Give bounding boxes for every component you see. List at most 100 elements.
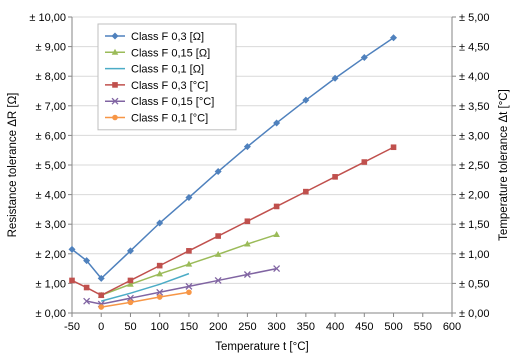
x-tick-label: 50 xyxy=(124,321,136,333)
y-left-tick-label: ± 3,00 xyxy=(35,219,66,231)
y-right-tick-label: ± 4,00 xyxy=(459,71,490,83)
data-point xyxy=(273,265,281,273)
x-tick-label: 500 xyxy=(384,321,402,333)
y-right-tick-label: ± 0,00 xyxy=(459,308,490,320)
data-point-stroke xyxy=(83,297,91,305)
data-point xyxy=(69,277,75,284)
x-axis-title: Temperature t [°C] xyxy=(215,341,308,353)
series-line xyxy=(71,146,394,297)
data-point xyxy=(83,284,90,291)
legend-item: Class F 0,1 [Ω] xyxy=(105,64,204,76)
data-point xyxy=(331,74,339,82)
data-point-stroke xyxy=(156,288,164,296)
data-point xyxy=(98,292,105,299)
data-point xyxy=(185,260,193,267)
y-right-tick-label: ± 0,50 xyxy=(459,278,490,290)
y-left-tick-label: ± 8,00 xyxy=(35,71,66,83)
series-5 xyxy=(83,265,281,308)
data-point xyxy=(112,114,118,121)
data-point-stroke xyxy=(214,276,222,284)
y-left-tick-label: ± 1,00 xyxy=(35,278,66,290)
data-point xyxy=(390,144,397,151)
series-2 xyxy=(97,231,280,298)
data-point xyxy=(244,240,251,247)
legend-label: Class F 0,15 [Ω] xyxy=(131,47,210,59)
y-left-tick-label: ± 2,00 xyxy=(35,249,66,261)
x-tick-label: 450 xyxy=(355,321,373,333)
data-point xyxy=(361,159,368,165)
legend-label: Class F 0,1 [Ω] xyxy=(131,64,204,76)
series-4 xyxy=(69,144,397,299)
y-right-tick-label: ± 5,00 xyxy=(459,12,490,24)
x-tick-label: 200 xyxy=(209,321,227,333)
data-point xyxy=(156,270,163,277)
legend-item: Class F 0,3 [Ω] xyxy=(105,31,204,43)
y-left-tick-label: ± 10,00 xyxy=(29,12,66,24)
y-right-tick-label: ± 2,50 xyxy=(459,160,490,172)
y-left-tick-label: ± 9,00 xyxy=(35,42,66,54)
data-point xyxy=(127,280,134,287)
data-point xyxy=(214,250,222,257)
data-point xyxy=(186,289,192,296)
legend-label: Class F 0,3 [Ω] xyxy=(131,31,204,43)
x-tick-label: 350 xyxy=(297,321,315,333)
x-tick-label: 400 xyxy=(326,321,344,333)
data-point xyxy=(273,119,281,127)
data-point xyxy=(112,82,118,88)
data-point xyxy=(156,219,164,227)
legend-label: Class F 0,3 [°C] xyxy=(131,80,208,92)
x-tick-label: 0 xyxy=(98,321,104,333)
y-left-tick-label: ± 5,00 xyxy=(35,160,66,172)
data-point xyxy=(111,48,119,55)
x-tick-label: 550 xyxy=(414,321,432,333)
data-point xyxy=(186,248,192,254)
y-left-tick-label: ± 6,00 xyxy=(35,130,66,142)
x-tick-label: 100 xyxy=(151,321,169,333)
data-point-stroke xyxy=(127,294,134,302)
data-point xyxy=(302,96,310,104)
data-point-stroke xyxy=(111,97,119,105)
legend-item: Class F 0,3 [°C] xyxy=(105,80,208,92)
data-point xyxy=(214,276,222,284)
x-tick-label: -50 xyxy=(64,321,80,333)
series-3 xyxy=(101,272,190,302)
y-right-tick-label: ± 3,00 xyxy=(459,130,490,142)
data-point xyxy=(127,277,134,284)
series-group xyxy=(68,34,398,310)
data-point xyxy=(185,194,193,202)
legend-item: Class F 0,1 [°C] xyxy=(105,113,208,125)
data-point xyxy=(273,231,280,238)
data-point xyxy=(273,203,280,210)
axes xyxy=(68,16,456,317)
y-left-tick-label: ± 0,00 xyxy=(35,308,66,320)
data-point xyxy=(360,54,368,62)
y-right-tick-label: ± 1,50 xyxy=(459,219,490,231)
legend-item: Class F 0,15 [Ω] xyxy=(105,47,210,59)
data-point xyxy=(214,168,222,176)
data-point-stroke xyxy=(273,265,281,273)
data-point xyxy=(111,32,119,40)
data-point-stroke xyxy=(185,282,193,290)
y-axis-right-title: Temperature tolerance Δt [°C] xyxy=(498,89,510,241)
y-left-tick-label: ± 4,00 xyxy=(35,190,66,202)
y-right-tick-label: ± 2,00 xyxy=(459,190,490,202)
y-right-tick-label: ± 4,50 xyxy=(459,42,490,54)
data-point xyxy=(97,274,105,282)
y-right-tick-label: ± 1,00 xyxy=(459,249,490,261)
data-point xyxy=(98,304,105,310)
data-point xyxy=(127,294,134,302)
x-tick-label: 300 xyxy=(267,321,285,333)
data-point xyxy=(126,247,134,255)
series-6 xyxy=(98,289,192,310)
data-point xyxy=(243,143,251,151)
data-point xyxy=(83,297,91,305)
legend-item: Class F 0,15 [°C] xyxy=(105,96,214,108)
data-point xyxy=(68,245,76,253)
data-point xyxy=(243,271,251,278)
data-point xyxy=(185,282,193,290)
legend-label: Class F 0,1 [°C] xyxy=(131,113,208,125)
x-tick-label: 250 xyxy=(238,321,256,333)
data-point xyxy=(156,262,163,269)
data-point xyxy=(83,257,91,265)
y-left-tick-label: ± 7,00 xyxy=(35,101,66,113)
